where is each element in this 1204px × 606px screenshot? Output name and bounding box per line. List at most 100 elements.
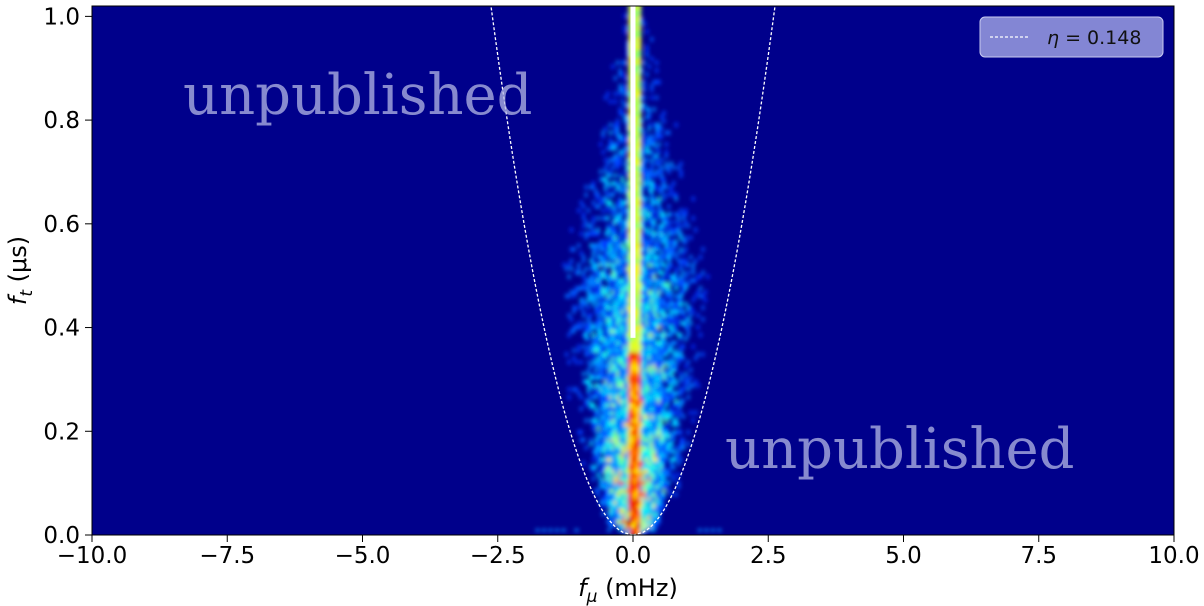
heatmap-cell xyxy=(587,289,591,295)
heatmap-cell xyxy=(643,254,647,260)
heatmap-cell xyxy=(643,449,647,454)
heatmap-cell xyxy=(662,313,666,318)
heatmap-cell xyxy=(630,531,634,535)
heatmap-cell xyxy=(638,394,642,400)
heatmap-cell xyxy=(630,383,634,388)
heatmap-cell xyxy=(640,461,644,466)
heatmap-cell xyxy=(635,492,639,497)
heatmap-cell xyxy=(684,247,688,252)
heatmap-cell xyxy=(647,383,651,388)
heatmap-cell xyxy=(596,313,600,318)
heatmap-cell xyxy=(596,488,600,493)
heatmap-cell xyxy=(686,270,690,275)
heatmap-cell xyxy=(621,363,625,369)
heatmap-cell xyxy=(606,468,610,474)
heatmap-cell xyxy=(611,340,615,345)
heatmap-cell xyxy=(613,282,617,287)
heatmap-cell xyxy=(584,184,588,190)
heatmap-cell xyxy=(613,161,617,167)
heatmap-cell xyxy=(650,262,654,268)
heatmap-cell xyxy=(625,270,629,275)
heatmap-cell xyxy=(662,184,666,190)
heatmap-cell xyxy=(645,52,649,58)
heatmap-cell xyxy=(623,445,627,451)
heatmap-cell xyxy=(606,453,610,458)
heatmap-cell xyxy=(635,484,639,489)
heatmap-cell xyxy=(591,348,595,353)
heatmap-cell xyxy=(630,352,634,357)
heatmap-cell xyxy=(655,243,659,248)
heatmap-cell xyxy=(652,107,656,112)
heatmap-cell xyxy=(608,356,612,361)
heatmap-cell xyxy=(638,72,642,77)
heatmap-cell xyxy=(647,243,651,248)
eta-curve-right xyxy=(632,6,776,535)
heatmap-cell xyxy=(584,352,588,357)
heatmap-cell xyxy=(618,173,622,178)
heatmap-cell xyxy=(606,227,610,233)
heatmap-cell xyxy=(655,499,659,505)
heatmap-cell xyxy=(635,138,639,143)
heatmap-cell xyxy=(599,371,603,377)
heatmap-cell xyxy=(672,243,676,248)
heatmap-cell xyxy=(599,449,603,454)
heatmap-cell xyxy=(657,305,661,310)
heatmap-cell xyxy=(623,453,627,458)
heatmap-cell xyxy=(657,359,661,365)
heatmap-cell xyxy=(599,344,603,349)
heatmap-cell xyxy=(613,445,617,451)
heatmap-cell xyxy=(643,282,647,287)
heatmap-cell xyxy=(662,192,666,198)
heatmap-cell xyxy=(591,426,595,431)
heatmap-cell xyxy=(601,426,605,431)
heatmap-cell xyxy=(650,321,654,326)
heatmap-cell xyxy=(643,433,647,439)
heatmap-cell xyxy=(662,457,666,462)
heatmap-cell xyxy=(608,286,612,291)
heatmap-cell xyxy=(625,445,629,451)
heatmap-cell xyxy=(606,472,610,478)
heatmap-cell xyxy=(579,231,583,237)
heatmap-cell xyxy=(628,383,632,388)
heatmap-cell xyxy=(608,406,612,412)
heatmap-cell xyxy=(596,453,600,458)
heatmap-cell xyxy=(643,149,647,155)
heatmap-cell xyxy=(628,258,632,264)
heatmap-cell xyxy=(638,297,642,303)
heatmap-cell xyxy=(625,418,629,423)
heatmap-cell xyxy=(601,286,605,291)
heatmap-cell xyxy=(604,484,608,489)
heatmap-cell xyxy=(613,414,617,419)
heatmap-cell xyxy=(630,472,634,478)
heatmap-cell xyxy=(606,340,610,345)
heatmap-cell xyxy=(655,153,659,159)
heatmap-cell xyxy=(608,332,612,338)
heatmap-cell xyxy=(630,511,634,517)
heatmap-cell xyxy=(647,134,651,139)
heatmap-cell xyxy=(638,527,642,532)
heatmap-cell xyxy=(604,356,608,361)
heatmap-cell xyxy=(635,122,639,128)
heatmap-cell xyxy=(667,441,671,447)
heatmap-cell xyxy=(618,379,622,384)
heatmap-cell xyxy=(625,433,629,439)
heatmap-cell xyxy=(628,492,632,497)
heatmap-cell xyxy=(628,301,632,307)
heatmap-cell xyxy=(650,429,654,435)
heatmap-cell xyxy=(623,336,627,342)
heatmap-cell xyxy=(667,274,671,279)
heatmap-cell xyxy=(652,122,656,128)
heatmap-cell xyxy=(643,418,647,423)
heatmap-cell xyxy=(667,254,671,260)
heatmap-cell xyxy=(650,289,654,295)
heatmap-cell xyxy=(587,344,591,349)
heatmap-cell xyxy=(591,387,595,392)
heatmap-cell xyxy=(635,453,639,458)
heatmap-cell xyxy=(630,371,634,377)
heatmap-cell xyxy=(604,464,608,470)
heatmap-cell xyxy=(664,391,668,396)
heatmap-cell xyxy=(606,406,610,412)
heatmap-cell xyxy=(628,422,632,427)
heatmap-cell xyxy=(640,231,644,237)
heatmap-cell xyxy=(625,305,629,310)
